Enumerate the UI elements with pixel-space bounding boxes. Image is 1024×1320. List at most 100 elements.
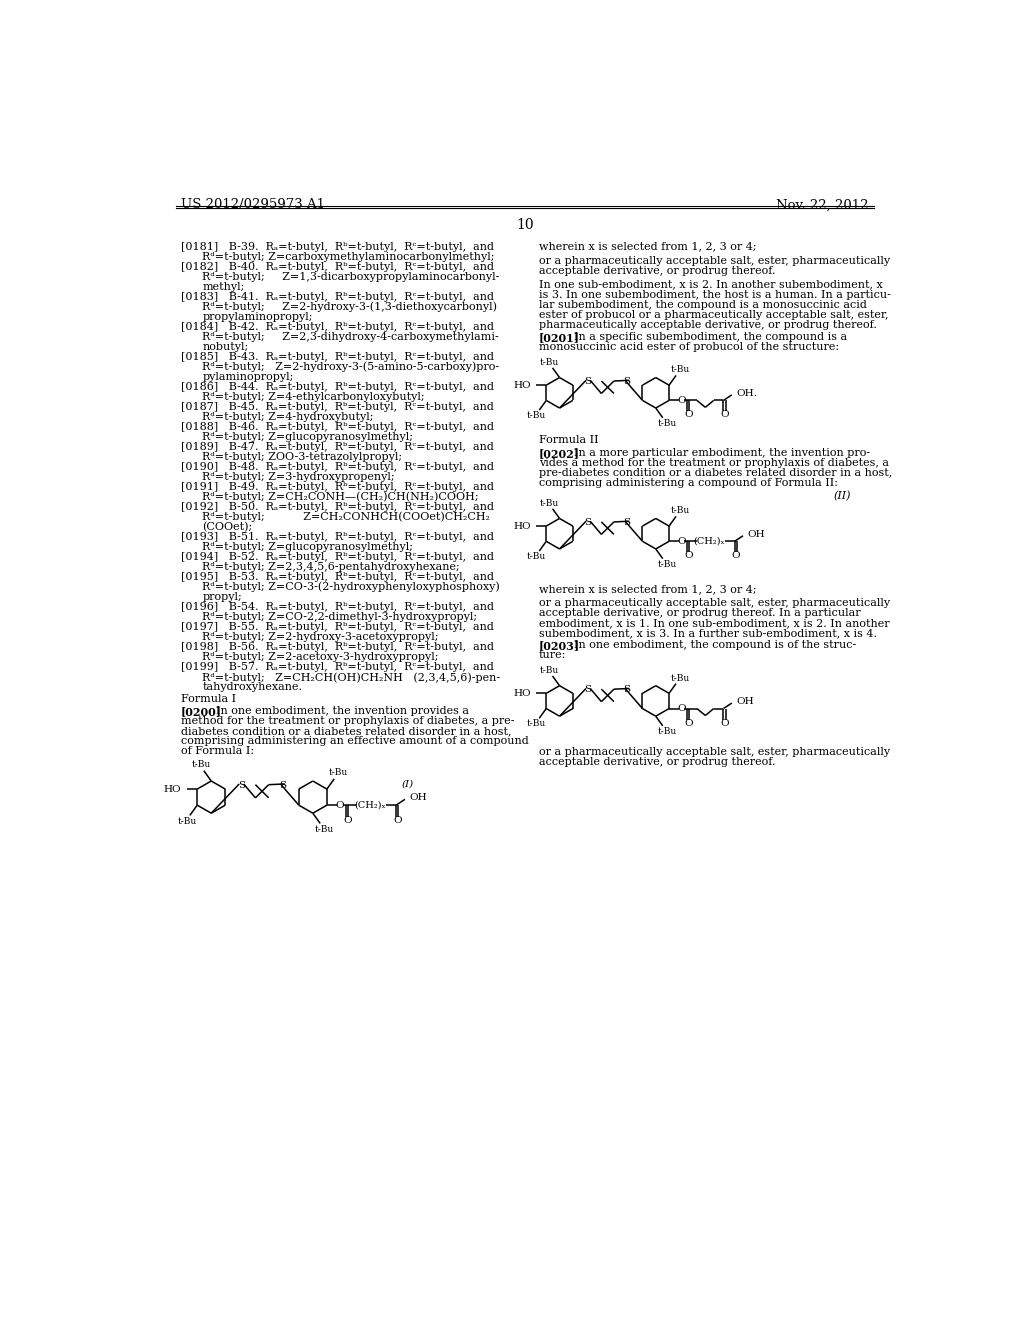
Text: In a more particular embodiment, the invention pro-: In a more particular embodiment, the inv… [574, 449, 870, 458]
Text: Rᵈ=t-butyl;           Z=CH₂CONHCH(COOet)CH₂CH₂: Rᵈ=t-butyl; Z=CH₂CONHCH(COOet)CH₂CH₂ [203, 512, 490, 523]
Text: HO: HO [164, 784, 181, 793]
Text: O: O [336, 801, 344, 809]
Text: OH: OH [748, 529, 765, 539]
Text: [0189]   B-47.  Rₐ=t-butyl,  Rᵇ=t-butyl,  Rᶜ=t-butyl,  and: [0189] B-47. Rₐ=t-butyl, Rᵇ=t-butyl, Rᶜ=… [180, 442, 494, 451]
Text: [0187]   B-45.  Rₐ=t-butyl,  Rᵇ=t-butyl,  Rᶜ=t-butyl,  and: [0187] B-45. Rₐ=t-butyl, Rᵇ=t-butyl, Rᶜ=… [180, 401, 494, 412]
Text: comprising administering a compound of Formula II:: comprising administering a compound of F… [539, 478, 838, 488]
Text: acceptable derivative, or prodrug thereof. In a particular: acceptable derivative, or prodrug thereo… [539, 607, 860, 618]
Text: [0202]: [0202] [539, 449, 580, 459]
Text: ester of probucol or a pharmaceutically acceptable salt, ester,: ester of probucol or a pharmaceutically … [539, 310, 888, 319]
Text: ture:: ture: [539, 651, 566, 660]
Text: In one embodiment, the invention provides a: In one embodiment, the invention provide… [216, 706, 469, 715]
Text: Rᵈ=t-butyl; Z=carboxymethylaminocarbonylmethyl;: Rᵈ=t-butyl; Z=carboxymethylaminocarbonyl… [203, 252, 495, 261]
Text: Rᵈ=t-butyl; Z=4-hydroxybutyl;: Rᵈ=t-butyl; Z=4-hydroxybutyl; [203, 412, 374, 421]
Text: O: O [677, 537, 686, 546]
Text: US 2012/0295973 A1: US 2012/0295973 A1 [180, 198, 325, 211]
Text: O: O [732, 552, 740, 561]
Text: Rᵈ=t-butyl; Z=3-hydroxypropenyl;: Rᵈ=t-butyl; Z=3-hydroxypropenyl; [203, 471, 395, 482]
Text: S: S [624, 378, 631, 387]
Text: S: S [585, 685, 592, 694]
Text: Rᵈ=t-butyl; Z=glucopyranosylmethyl;: Rᵈ=t-butyl; Z=glucopyranosylmethyl; [203, 543, 414, 552]
Text: [0201]: [0201] [539, 331, 580, 343]
Text: t-Bu: t-Bu [191, 760, 211, 770]
Text: t-Bu: t-Bu [657, 418, 677, 428]
Text: (I): (I) [401, 779, 414, 788]
Text: diabetes condition or a diabetes related disorder in a host,: diabetes condition or a diabetes related… [180, 726, 511, 735]
Text: Rᵈ=t-butyl; Z=CH₂CONH—(CH₂)CH(NH₂)COOH;: Rᵈ=t-butyl; Z=CH₂CONH—(CH₂)CH(NH₂)COOH; [203, 492, 479, 503]
Text: [0198]   B-56.  Rₐ=t-butyl,  Rᵇ=t-butyl,  Rᶜ=t-butyl,  and: [0198] B-56. Rₐ=t-butyl, Rᵇ=t-butyl, Rᶜ=… [180, 642, 494, 652]
Text: [0185]   B-43.  Rₐ=t-butyl,  Rᵇ=t-butyl,  Rᶜ=t-butyl,  and: [0185] B-43. Rₐ=t-butyl, Rᵇ=t-butyl, Rᶜ=… [180, 351, 494, 362]
Text: OH.: OH. [736, 389, 757, 399]
Text: t-Bu: t-Bu [540, 667, 559, 675]
Text: [0200]: [0200] [180, 706, 222, 717]
Text: [0194]   B-52.  Rₐ=t-butyl,  Rᵇ=t-butyl,  Rᶜ=t-butyl,  and: [0194] B-52. Rₐ=t-butyl, Rᵇ=t-butyl, Rᶜ=… [180, 552, 494, 562]
Text: HO: HO [513, 689, 530, 698]
Text: Rᵈ=t-butyl; Z=CO-3-(2-hydroxyphenyloxyphosphoxy): Rᵈ=t-butyl; Z=CO-3-(2-hydroxyphenyloxyph… [203, 582, 500, 593]
Text: (II): (II) [834, 491, 851, 502]
Text: [0192]   B-50.  Rₐ=t-butyl,  Rᵇ=t-butyl,  Rᶜ=t-butyl,  and: [0192] B-50. Rₐ=t-butyl, Rᵇ=t-butyl, Rᶜ=… [180, 502, 494, 512]
Text: acceptable derivative, or prodrug thereof.: acceptable derivative, or prodrug thereo… [539, 265, 775, 276]
Text: [0184]   B-42.  Rₐ=t-butyl,  Rᵇ=t-butyl,  Rᶜ=t-butyl,  and: [0184] B-42. Rₐ=t-butyl, Rᵇ=t-butyl, Rᶜ=… [180, 322, 494, 331]
Text: or a pharmaceutically acceptable salt, ester, pharmaceutically: or a pharmaceutically acceptable salt, e… [539, 747, 890, 758]
Text: Rᵈ=t-butyl; ZOO-3-tetrazolylpropyl;: Rᵈ=t-butyl; ZOO-3-tetrazolylpropyl; [203, 451, 402, 462]
Text: t-Bu: t-Bu [671, 507, 690, 515]
Text: or a pharmaceutically acceptable salt, ester, pharmaceutically: or a pharmaceutically acceptable salt, e… [539, 256, 890, 265]
Text: t-Bu: t-Bu [657, 560, 677, 569]
Text: O: O [721, 718, 729, 727]
Text: wherein x is selected from 1, 2, 3 or 4;: wherein x is selected from 1, 2, 3 or 4; [539, 583, 757, 594]
Text: [0186]   B-44.  Rₐ=t-butyl,  Rᵇ=t-butyl,  Rᶜ=t-butyl,  and: [0186] B-44. Rₐ=t-butyl, Rᵇ=t-butyl, Rᶜ=… [180, 381, 494, 392]
Text: [0182]   B-40.  Rₐ=t-butyl,  Rᵇ=t-butyl,  Rᶜ=t-butyl,  and: [0182] B-40. Rₐ=t-butyl, Rᵇ=t-butyl, Rᶜ=… [180, 261, 494, 272]
Text: (CH₂)ₓ: (CH₂)ₓ [693, 537, 725, 546]
Text: [0188]   B-46.  Rₐ=t-butyl,  Rᵇ=t-butyl,  Rᶜ=t-butyl,  and: [0188] B-46. Rₐ=t-butyl, Rᵇ=t-butyl, Rᶜ=… [180, 422, 494, 432]
Text: t-Bu: t-Bu [671, 673, 690, 682]
Text: [0193]   B-51.  Rₐ=t-butyl,  Rᵇ=t-butyl,  Rᶜ=t-butyl,  and: [0193] B-51. Rₐ=t-butyl, Rᵇ=t-butyl, Rᶜ=… [180, 532, 494, 541]
Text: Rᵈ=t-butyl; Z=2-hydroxy-3-acetoxypropyl;: Rᵈ=t-butyl; Z=2-hydroxy-3-acetoxypropyl; [203, 632, 439, 642]
Text: Rᵈ=t-butyl;     Z=2,3-dihydroxy-4-carboxymethylami-: Rᵈ=t-butyl; Z=2,3-dihydroxy-4-carboxymet… [203, 331, 499, 342]
Text: Formula II: Formula II [539, 436, 598, 445]
Text: S: S [280, 781, 287, 789]
Text: [0195]   B-53.  Rₐ=t-butyl,  Rᵇ=t-butyl,  Rᶜ=t-butyl,  and: [0195] B-53. Rₐ=t-butyl, Rᵇ=t-butyl, Rᶜ=… [180, 572, 494, 582]
Text: t-Bu: t-Bu [540, 499, 559, 508]
Text: Rᵈ=t-butyl;   Z=CH₂CH(OH)CH₂NH   (2,3,4,5,6)-pen-: Rᵈ=t-butyl; Z=CH₂CH(OH)CH₂NH (2,3,4,5,6)… [203, 672, 501, 682]
Text: (CH₂)ₓ: (CH₂)ₓ [353, 801, 385, 809]
Text: t-Bu: t-Bu [526, 552, 546, 561]
Text: O: O [343, 816, 352, 825]
Text: of Formula I:: of Formula I: [180, 746, 254, 756]
Text: Nov. 22, 2012: Nov. 22, 2012 [776, 198, 869, 211]
Text: Rᵈ=t-butyl;   Z=2-hydroxy-3-(5-amino-5-carboxy)pro-: Rᵈ=t-butyl; Z=2-hydroxy-3-(5-amino-5-car… [203, 362, 500, 372]
Text: O: O [677, 704, 686, 713]
Text: [0190]   B-48.  Rₐ=t-butyl,  Rᵇ=t-butyl,  Rᶜ=t-butyl,  and: [0190] B-48. Rₐ=t-butyl, Rᵇ=t-butyl, Rᶜ=… [180, 462, 494, 471]
Text: t-Bu: t-Bu [671, 366, 690, 375]
Text: Formula I: Formula I [180, 694, 236, 705]
Text: pylaminopropyl;: pylaminopropyl; [203, 372, 294, 381]
Text: HO: HO [513, 521, 530, 531]
Text: is 3. In one subembodiment, the host is a human. In a particu-: is 3. In one subembodiment, the host is … [539, 289, 891, 300]
Text: [0203]: [0203] [539, 640, 580, 651]
Text: S: S [585, 519, 592, 527]
Text: t-Bu: t-Bu [315, 825, 334, 834]
Text: t-Bu: t-Bu [329, 768, 348, 777]
Text: embodiment, x is 1. In one sub-embodiment, x is 2. In another: embodiment, x is 1. In one sub-embodimen… [539, 618, 890, 628]
Text: OH: OH [410, 793, 427, 803]
Text: OH: OH [736, 697, 754, 706]
Text: t-Bu: t-Bu [526, 411, 546, 420]
Text: wherein x is selected from 1, 2, 3 or 4;: wherein x is selected from 1, 2, 3 or 4; [539, 242, 757, 252]
Text: method for the treatment or prophylaxis of diabetes, a pre-: method for the treatment or prophylaxis … [180, 715, 514, 726]
Text: lar subembodiment, the compound is a monosuccinic acid: lar subembodiment, the compound is a mon… [539, 300, 866, 310]
Text: propyl;: propyl; [203, 591, 242, 602]
Text: O: O [684, 718, 693, 727]
Text: Rᵈ=t-butyl; Z=2-acetoxy-3-hydroxypropyl;: Rᵈ=t-butyl; Z=2-acetoxy-3-hydroxypropyl; [203, 652, 439, 661]
Text: comprising administering an effective amount of a compound: comprising administering an effective am… [180, 737, 528, 746]
Text: S: S [238, 781, 245, 789]
Text: pre-diabetes condition or a diabetes related disorder in a host,: pre-diabetes condition or a diabetes rel… [539, 469, 892, 478]
Text: tahydroxyhexane.: tahydroxyhexane. [203, 682, 302, 692]
Text: [0191]   B-49.  Rₐ=t-butyl,  Rᵇ=t-butyl,  Rᶜ=t-butyl,  and: [0191] B-49. Rₐ=t-butyl, Rᵇ=t-butyl, Rᶜ=… [180, 482, 494, 492]
Text: t-Bu: t-Bu [657, 727, 677, 737]
Text: monosuccinic acid ester of probucol of the structure:: monosuccinic acid ester of probucol of t… [539, 342, 839, 352]
Text: [0196]   B-54.  Rₐ=t-butyl,  Rᵇ=t-butyl,  Rᶜ=t-butyl,  and: [0196] B-54. Rₐ=t-butyl, Rᵇ=t-butyl, Rᶜ=… [180, 602, 494, 612]
Text: Rᵈ=t-butyl; Z=2,3,4,5,6-pentahydroxyhexane;: Rᵈ=t-butyl; Z=2,3,4,5,6-pentahydroxyhexa… [203, 562, 460, 572]
Text: Rᵈ=t-butyl; Z=glucopyranosylmethyl;: Rᵈ=t-butyl; Z=glucopyranosylmethyl; [203, 432, 414, 442]
Text: t-Bu: t-Bu [177, 817, 197, 826]
Text: HO: HO [513, 380, 530, 389]
Text: S: S [585, 378, 592, 387]
